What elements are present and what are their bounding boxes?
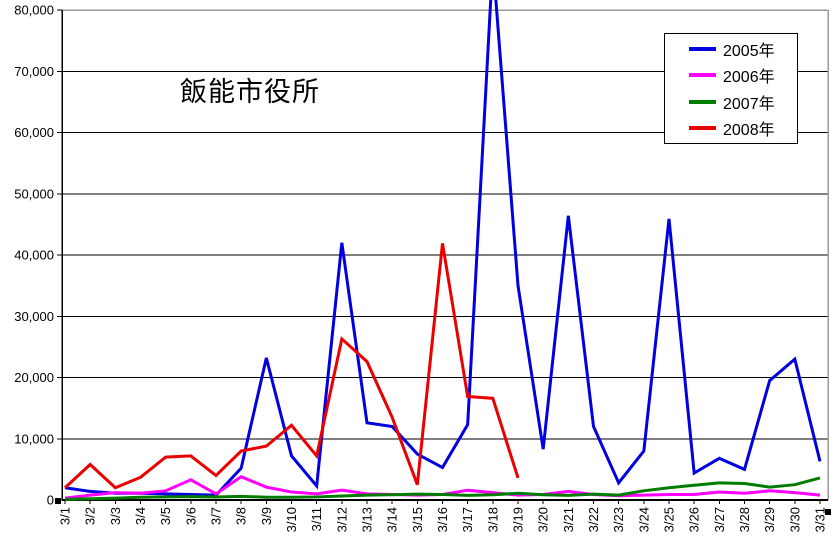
x-axis-tick-label: 3/9 [259,507,274,525]
x-axis-tick-label: 3/19 [511,507,526,532]
legend-label: 2005年 [723,43,775,61]
legend-line-sample [689,73,716,78]
y-axis-tick-label: 40,000 [14,248,54,263]
x-axis-tick-label: 3/1 [58,507,73,525]
x-axis-tick-label: 3/4 [133,507,148,525]
x-axis-tick-label: 3/23 [611,507,626,532]
y-axis-tick-label: 80,000 [14,3,54,18]
x-axis-tick-label: 3/25 [662,507,677,532]
x-axis-tick-label: 3/13 [360,507,375,532]
x-axis-tick-label: 3/8 [234,507,249,525]
legend-item: 2008年 [665,115,797,140]
x-axis-tick-label: 3/29 [762,507,777,532]
series-line-2005 [64,0,822,497]
x-axis-tick-label: 3/14 [385,507,400,532]
x-axis-tick-label: 3/26 [687,507,702,532]
x-axis-tick-label: 3/5 [158,507,173,525]
legend-label: 2006年 [723,69,775,87]
x-axis-tick-label: 3/31 [813,507,828,532]
x-axis-tick-label: 3/20 [536,507,551,532]
y-axis-tick-label: 70,000 [14,64,54,79]
legend-line-sample [689,47,716,52]
series-line-2007 [64,476,821,501]
x-axis-tick-label: 3/27 [712,507,727,532]
y-axis-tick-label: 50,000 [14,186,54,201]
y-axis-tick-label: 10,000 [14,431,54,446]
legend: 2005年 2006年 2007年 2008年 [664,33,798,144]
axis-handle-right [825,509,831,515]
legend-item: 2006年 [665,63,797,88]
x-axis-tick-label: 3/2 [83,507,98,525]
legend-label: 2008年 [723,121,775,139]
x-axis-tick-label: 3/11 [309,507,324,531]
y-axis-tick-label: 60,000 [14,125,54,140]
legend-item: 2007年 [665,89,797,114]
x-axis-tick-label: 3/6 [183,507,198,525]
x-axis-tick-label: 3/7 [209,507,224,525]
x-axis-tick-label: 3/28 [737,507,752,532]
axis-handle-left [55,498,61,504]
x-axis-tick-label: 3/17 [460,507,475,532]
x-axis-tick-label: 3/24 [636,507,651,532]
series-line-2008 [63,243,520,490]
x-axis-tick-label: 3/12 [334,507,349,532]
chart-title: 飯能市役所 [180,77,320,107]
x-axis-tick-label: 3/30 [787,507,802,532]
legend-label: 2007年 [723,95,775,113]
x-axis-tick-label: 3/10 [284,507,299,532]
y-axis-tick-label: 30,000 [14,309,54,324]
x-axis-tick-label: 3/15 [410,507,425,532]
y-axis-tick-label: 0 [47,493,54,508]
x-axis-tick-label: 3/16 [435,507,450,532]
legend-line-sample [689,125,716,130]
x-axis-tick-label: 3/18 [485,507,500,532]
x-axis-tick-label: 3/3 [108,507,123,525]
x-axis-tick-label: 3/22 [586,507,601,532]
y-axis-tick-label: 20,000 [14,370,54,385]
x-axis-tick-label: 3/21 [561,507,576,532]
legend-line-sample [689,99,716,104]
legend-item: 2005年 [665,37,797,62]
